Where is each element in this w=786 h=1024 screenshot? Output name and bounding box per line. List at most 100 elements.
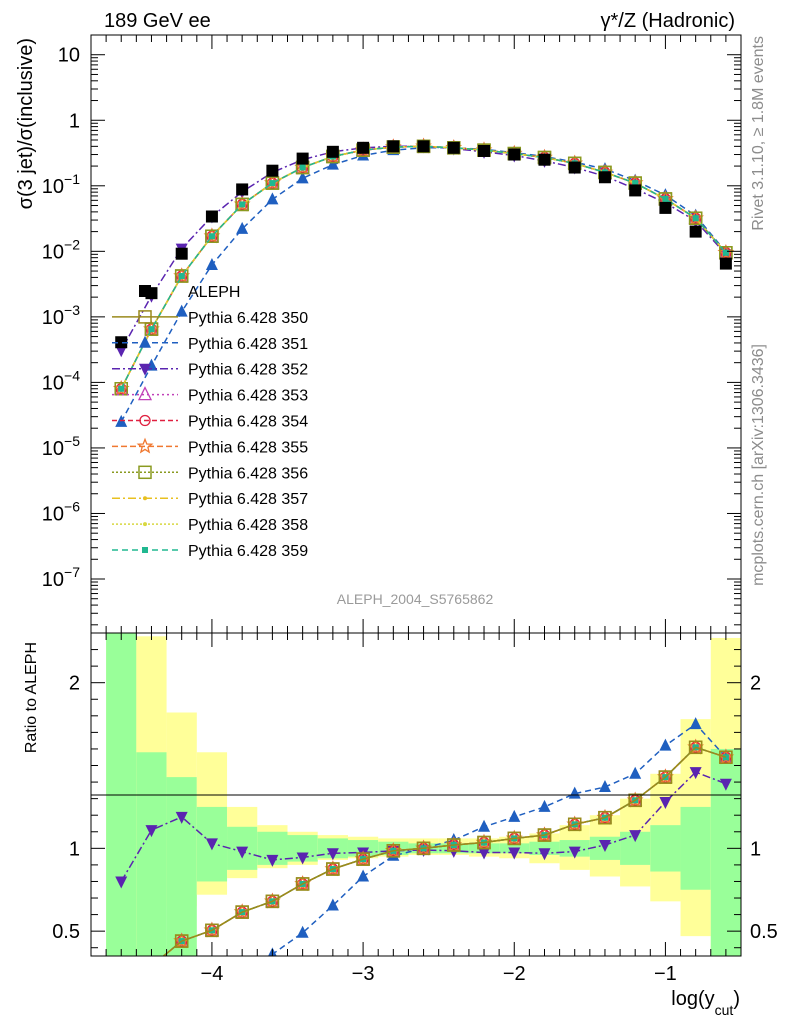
ratio-point	[146, 961, 156, 971]
ratio-point	[115, 974, 127, 986]
ratio-point	[689, 767, 702, 780]
x-tick-label: −2	[503, 963, 526, 985]
data-point	[659, 201, 672, 214]
ratio-point	[145, 959, 157, 971]
data-point	[417, 140, 430, 153]
ratio-point	[326, 862, 340, 876]
ratio-point	[626, 791, 644, 808]
ratio-point	[119, 979, 123, 983]
tick-exponent: −2	[64, 236, 80, 252]
header-energy-label: 189 GeV ee	[104, 10, 211, 32]
data-point	[235, 197, 249, 212]
inner-band-bin	[650, 825, 681, 872]
data-point	[269, 180, 276, 187]
ratio-point	[295, 877, 310, 891]
ratio-point	[205, 923, 219, 938]
ratio-point	[508, 809, 521, 822]
inner-band-bin	[136, 752, 167, 956]
ratio-point	[174, 934, 189, 948]
ratio-series-pythia-6-428-350	[162, 740, 733, 956]
legend-label: ALEPH	[188, 284, 240, 301]
legend-marker	[137, 386, 153, 401]
legend-label: Pythia 6.428 358	[188, 517, 308, 534]
x-axis-label-subscript: cut	[715, 1002, 734, 1018]
ratio-point	[145, 959, 158, 972]
data-point	[447, 141, 460, 154]
x-axis-label-close: )	[733, 988, 740, 1010]
x-axis-label: log(ycut)	[671, 988, 740, 1018]
legend-label: Pythia 6.428 357	[188, 491, 308, 508]
tick-base: 10	[42, 438, 64, 460]
ratio-point	[599, 812, 611, 824]
ratio-point	[658, 770, 673, 784]
main-y-tick-label: 10−1	[42, 171, 80, 198]
data-point	[296, 152, 309, 165]
ratio-point	[326, 898, 339, 911]
ratio-point	[149, 964, 153, 968]
tick-base: 10	[42, 569, 64, 591]
ratio-point	[628, 793, 642, 808]
legend-marker	[139, 285, 151, 297]
main-y-tick-label: 10−3	[42, 302, 80, 329]
legend-label: Pythia 6.428 352	[188, 362, 308, 379]
ratio-point	[236, 966, 248, 978]
data-point	[598, 171, 611, 184]
main-panel-series	[112, 137, 735, 427]
tick-exponent: −3	[64, 302, 80, 318]
ratio-point	[148, 963, 154, 969]
legend-marker	[142, 547, 148, 553]
ratio-point	[296, 925, 309, 938]
ratio-point	[568, 786, 581, 799]
ratio-point	[659, 738, 672, 751]
ratio-y-tick-label-right: 2	[750, 673, 761, 695]
data-point	[174, 269, 189, 283]
ratio-point	[538, 848, 551, 861]
x-tick-label: −3	[352, 963, 375, 985]
data-point	[508, 148, 521, 161]
tick-exponent: −1	[64, 171, 80, 187]
ratio-point	[598, 840, 611, 853]
ratio-point	[689, 717, 702, 730]
ratio-y-tick-label-right: 1	[750, 838, 761, 860]
main-y-tick-label: 10−2	[42, 236, 80, 263]
ratio-point	[118, 978, 124, 984]
tick-base: 10	[42, 176, 64, 198]
ratio-point	[326, 848, 339, 861]
tick-exponent: −5	[64, 433, 80, 449]
tick-exponent: −4	[64, 367, 80, 383]
data-point	[296, 171, 309, 184]
data-point	[178, 273, 185, 280]
ratio-point	[687, 738, 705, 755]
data-point	[236, 198, 248, 211]
tick-base: 10	[42, 503, 64, 525]
ratio-point	[719, 778, 732, 791]
data-point	[717, 243, 735, 260]
x-tick-label: −1	[654, 963, 677, 985]
ratio-point	[629, 766, 642, 779]
legend-marker	[143, 522, 147, 527]
data-point	[205, 229, 219, 243]
ratio-point	[236, 906, 248, 918]
ratio-point	[690, 741, 702, 753]
ratio-point	[719, 750, 733, 764]
data-point	[266, 192, 279, 205]
tick-base: 10	[42, 372, 64, 394]
ratio-point	[568, 846, 581, 859]
ratio-point	[386, 844, 401, 858]
ratio-point	[478, 819, 491, 832]
ratio-y-tick-label-left: 0.5	[52, 921, 80, 943]
data-point	[115, 336, 128, 349]
tick-base: 10	[42, 307, 64, 329]
ratio-point	[119, 979, 123, 983]
series-aleph	[115, 140, 732, 349]
tick-exponent: −7	[64, 564, 80, 580]
ratio-point	[265, 894, 280, 909]
ratio-point	[505, 829, 523, 846]
legend-label: Pythia 6.428 350	[188, 310, 308, 327]
data-point	[266, 164, 279, 177]
analysis-tag: ALEPH_2004_S5765862	[337, 591, 494, 607]
ratio-point	[115, 876, 128, 889]
legend-marker	[139, 414, 151, 427]
data-point	[118, 385, 125, 392]
